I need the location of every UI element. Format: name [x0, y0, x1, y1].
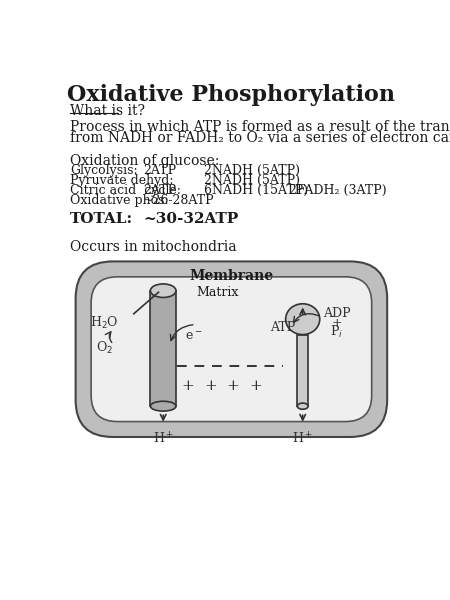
- Text: Process in which ATP is formed as a result of the transfer of electrons: Process in which ATP is formed as a resu…: [70, 120, 450, 134]
- Text: Matrix: Matrix: [196, 286, 238, 299]
- Text: Glycolysis:: Glycolysis:: [70, 164, 138, 176]
- Text: P$_i$: P$_i$: [330, 324, 343, 340]
- Text: +: +: [250, 379, 263, 393]
- Ellipse shape: [150, 401, 176, 411]
- Text: TOTAL:: TOTAL:: [70, 212, 133, 226]
- Text: Oxidative Phosphorylation: Oxidative Phosphorylation: [67, 83, 395, 106]
- Ellipse shape: [297, 403, 308, 409]
- Text: Occurs in mitochondria: Occurs in mitochondria: [70, 240, 237, 254]
- Text: +: +: [182, 379, 194, 393]
- FancyBboxPatch shape: [76, 262, 387, 437]
- Text: +: +: [205, 379, 218, 393]
- Text: O$_2$: O$_2$: [96, 340, 113, 356]
- Text: e$^-$: e$^-$: [185, 331, 202, 343]
- Text: ~30-32ATP: ~30-32ATP: [143, 212, 238, 226]
- Text: ADP: ADP: [323, 307, 351, 320]
- Text: H$^+$: H$^+$: [292, 431, 313, 446]
- Text: +: +: [332, 317, 342, 329]
- Text: +: +: [227, 379, 239, 393]
- Text: Membrane: Membrane: [189, 269, 274, 283]
- Text: Oxidative phos:: Oxidative phos:: [70, 194, 169, 206]
- Text: 2NADH (5ATP): 2NADH (5ATP): [203, 173, 300, 187]
- Text: ATP: ATP: [270, 321, 295, 334]
- Text: 2FADH₂ (3ATP): 2FADH₂ (3ATP): [289, 184, 387, 197]
- Bar: [297, 335, 308, 406]
- Text: ~26-28ATP: ~26-28ATP: [143, 194, 215, 206]
- FancyBboxPatch shape: [91, 277, 372, 422]
- Text: Citric acid  cycle:: Citric acid cycle:: [70, 184, 181, 197]
- Text: 2ATP: 2ATP: [143, 164, 176, 176]
- Text: H$_2$O: H$_2$O: [90, 315, 119, 331]
- Text: What is it?: What is it?: [70, 104, 145, 118]
- Text: H$^+$: H$^+$: [153, 431, 174, 446]
- Ellipse shape: [286, 304, 320, 335]
- Text: 2ATP: 2ATP: [143, 184, 176, 197]
- Text: Oxidation of glucose:: Oxidation of glucose:: [70, 154, 220, 167]
- Text: from NADH or FADH₂ to O₂ via a series of electron carriers: from NADH or FADH₂ to O₂ via a series of…: [70, 131, 450, 145]
- Text: 6NADH (15ATP): 6NADH (15ATP): [203, 184, 308, 197]
- Bar: [150, 290, 176, 406]
- Text: 2NADH (5ATP): 2NADH (5ATP): [203, 164, 300, 176]
- Text: Pyruvate dehyd:: Pyruvate dehyd:: [70, 173, 174, 187]
- Ellipse shape: [150, 284, 176, 298]
